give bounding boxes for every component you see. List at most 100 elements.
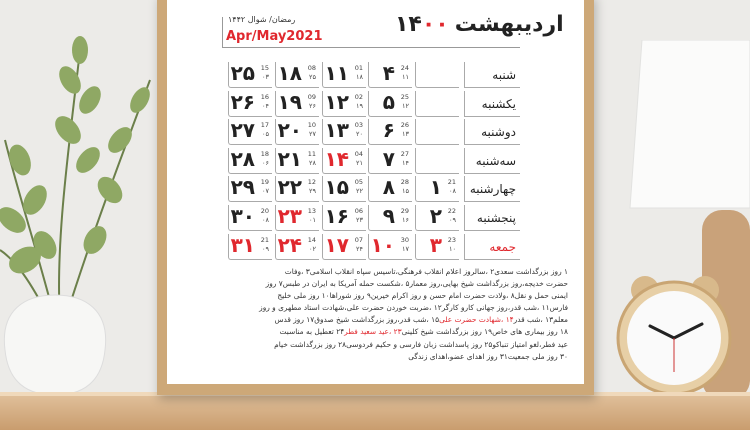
day-cell[interactable]: ۳۰ 20 ۰۸ (228, 204, 272, 231)
day-cell[interactable]: ۲۷ 17 ۰۵ (228, 118, 272, 146)
shelf (0, 392, 750, 430)
day-cell[interactable]: ۱۹ 09 ۲۶ (275, 90, 319, 117)
weekday-label: چهارشنبه (464, 176, 520, 203)
day-cell[interactable]: ۲۸ 18 ۰۶ (228, 146, 272, 174)
day-cell[interactable]: ۶ 26 ۱۳ (368, 118, 412, 146)
notes-line: ۳۰ روز ملی جمعیت۳۱ روز اهدای عضو،اهدای ز… (196, 351, 568, 363)
day-cell[interactable]: ۱۰ 30 ۱۷ (368, 233, 412, 260)
gregorian-date: 26 (400, 121, 409, 130)
gregorian-date: 20 (260, 207, 269, 215)
hijri-date: ۱۱ (402, 73, 409, 81)
notes-line: ۱ روز بزرگداشت سعدی۲ ،سالروز اعلام انقلا… (196, 266, 568, 278)
day-cell[interactable]: ۸ 28 ۱۵ (368, 175, 412, 203)
day-number: ۲۸ (230, 146, 255, 171)
weekday-label: دوشنبه (464, 119, 520, 146)
day-cell[interactable]: ۱۸ 08 ۲۵ (275, 61, 319, 88)
day-cell[interactable]: ۲۱ 11 ۲۸ (275, 147, 319, 174)
gregorian-date: 30 (400, 235, 409, 244)
day-cell (415, 147, 459, 174)
day-number: ۷ (382, 146, 395, 171)
hijri-date: ۰۲ (309, 244, 316, 253)
gregorian-months: Apr/May2021 (226, 29, 323, 44)
month-name: اردیبهشت (454, 12, 564, 37)
hijri-date: ۰۹ (449, 216, 456, 224)
note-text: ۳۰ روز ملی جمعیت۳۱ روز اهدای عضو،اهدای ز… (408, 351, 568, 361)
note-text: معلم۱۳ ،شب قدر (513, 315, 568, 325)
day-number: ۱۳ (324, 118, 349, 143)
note-text: ایمنی حمل و نقل۸ ،ولادت حضرت امام حسن و … (277, 291, 568, 301)
day-cell[interactable]: ۱۵ 05 ۲۲ (322, 175, 366, 203)
day-cell[interactable]: ۲۶ 16 ۰۴ (228, 90, 272, 117)
gregorian-date: 09 (307, 92, 316, 101)
day-cell[interactable]: ۹ 29 ۱۶ (368, 204, 412, 231)
hijri-date: ۱۶ (402, 216, 409, 224)
day-cell[interactable]: ۲۳ 13 ۰۱ (275, 204, 319, 231)
day-number: ۲۹ (230, 175, 255, 200)
note-text: ۱۵ ،شب قدر،روز بزرگداشت شیخ صدوق۱۷ روز ق… (274, 315, 440, 325)
day-cell[interactable]: ۳ 23 ۱۰ (415, 232, 459, 260)
hijri-date: ۲۹ (309, 187, 316, 196)
day-number: ۱۶ (324, 204, 349, 228)
year-part-b: ۰۰ (421, 12, 449, 37)
day-cell[interactable]: ۷ 27 ۱۴ (368, 146, 412, 174)
note-text: ۲۴ تعطیل به مناسبت (279, 327, 345, 337)
day-cell[interactable]: ۲ 22 ۰۹ (415, 204, 459, 231)
gregorian-date: 21 (447, 178, 456, 187)
hijri-date: ۰۸ (449, 187, 456, 196)
weekday-label: پنجشنبه (464, 205, 520, 231)
hijri-months: رمضان/ شوال ۱۴۴۲ (228, 15, 296, 24)
day-cell[interactable]: ۲۵ 15 ۰۳ (228, 61, 272, 88)
notes-line: حضرت خدیجه،روز بزرگداشت شیخ بهایی،روز مع… (196, 278, 568, 290)
day-cell[interactable]: ۲۴ 14 ۰۲ (275, 233, 319, 260)
occasions-notes: ۱ روز بزرگداشت سعدی۲ ،سالروز اعلام انقلا… (196, 266, 568, 363)
notes-line: ایمنی حمل و نقل۸ ،ولادت حضرت امام حسن و … (196, 290, 568, 302)
hijri-date: ۲۲ (356, 187, 363, 196)
day-cell[interactable]: ۱۶ 06 ۲۳ (322, 204, 366, 231)
hijri-date: ۲۴ (356, 244, 363, 253)
hijri-date: ۰۱ (309, 216, 316, 224)
day-number: ۲۰ (277, 118, 302, 143)
gregorian-date: 22 (447, 207, 456, 215)
day-cell[interactable]: ۳۱ 21 ۰۹ (228, 233, 272, 260)
day-number: ۸ (382, 175, 395, 200)
day-cell (415, 90, 459, 117)
hijri-date: ۲۱ (356, 158, 363, 167)
gregorian-date: 04 (354, 149, 363, 158)
day-cell[interactable]: ۱۳ 03 ۲۰ (322, 118, 366, 146)
day-number: ۱۸ (277, 61, 302, 85)
day-number: ۹ (382, 204, 395, 228)
weekday-label: سه‌شنبه (464, 147, 520, 174)
day-cell[interactable]: ۱۴ 04 ۲۱ (322, 147, 366, 174)
hijri-date: ۱۳ (402, 130, 409, 139)
day-cell[interactable]: ۱۷ 07 ۲۴ (322, 233, 366, 260)
day-number: ۱ (429, 175, 442, 200)
day-cell[interactable]: ۱۲ 02 ۱۹ (322, 90, 366, 117)
day-number: ۲۵ (230, 61, 255, 85)
day-number: ۳ (429, 232, 442, 257)
hijri-date: ۰۶ (262, 158, 269, 167)
day-number: ۳۰ (230, 204, 255, 228)
day-cell[interactable]: ۲۰ 10 ۲۷ (275, 118, 319, 146)
hijri-date: ۱۷ (402, 244, 409, 253)
note-text: عید فطر،لغو امتیاز تنباکو۲۵ روز پاسداشت … (274, 339, 568, 349)
hijri-date: ۰۸ (262, 216, 269, 224)
gregorian-date: 29 (400, 207, 409, 215)
notes-line: معلم۱۳ ،شب قدر۱۴ ،شهادت حضرت علی۱۵ ،شب ق… (196, 314, 568, 326)
day-cell[interactable]: ۵ 25 ۱۲ (368, 90, 412, 117)
day-cell[interactable]: ۱۱ 01 ۱۸ (322, 61, 366, 88)
day-number: ۲۷ (230, 118, 255, 143)
day-number: ۲۳ (277, 204, 302, 228)
gregorian-date: 12 (307, 178, 316, 187)
weekday-label: یکشنبه (464, 90, 520, 117)
gregorian-date: 06 (354, 207, 363, 215)
day-cell[interactable]: ۲۹ 19 ۰۷ (228, 175, 272, 203)
day-cell[interactable]: ۴ 24 ۱۱ (368, 61, 412, 88)
holiday-highlight: ۱۴ ،شهادت حضرت علی (439, 315, 514, 325)
gregorian-date: 21 (260, 235, 269, 244)
hijri-date: ۱۵ (402, 187, 409, 196)
day-cell[interactable]: ۱ 21 ۰۸ (415, 175, 459, 203)
day-number: ۲ (429, 204, 442, 228)
notes-line: فارس۱۱ ،شب قدر،روز جهانی کارو کارگر۱۲ ،ض… (196, 302, 568, 314)
day-cell[interactable]: ۲۲ 12 ۲۹ (275, 175, 319, 203)
note-text: ۱۸ روز بیماری های خاص۱۹ روز بزرگداشت شیخ… (401, 327, 568, 337)
